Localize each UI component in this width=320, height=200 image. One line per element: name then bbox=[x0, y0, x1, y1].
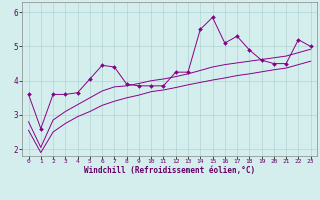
X-axis label: Windchill (Refroidissement éolien,°C): Windchill (Refroidissement éolien,°C) bbox=[84, 166, 255, 175]
